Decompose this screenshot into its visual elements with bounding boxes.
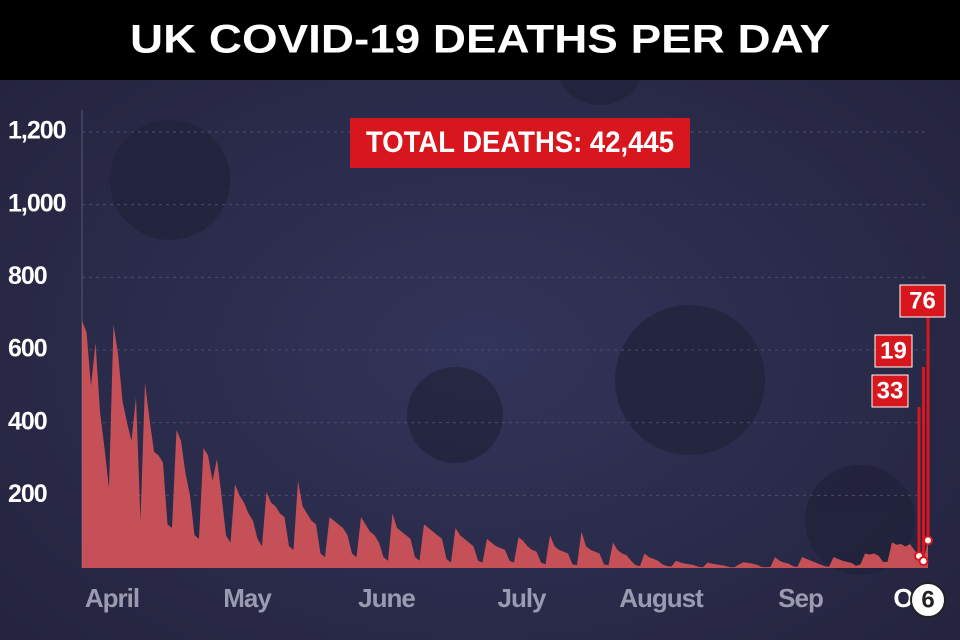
x-tick-label: July: [497, 583, 547, 613]
x-tick-label: Sep: [778, 583, 823, 613]
value-label: 76: [909, 287, 936, 314]
area: [82, 320, 928, 568]
callout-box: [874, 334, 913, 368]
x-tick-label: 6: [921, 586, 934, 613]
point: [923, 535, 933, 546]
chart-title: UK COVID-19 DEATHS PER DAY: [130, 18, 830, 62]
virus-decoration: [110, 15, 915, 575]
x-tick-label: April: [85, 583, 139, 613]
x-tick-label: June: [358, 583, 415, 613]
total-deaths: TOTAL DEATHS: 42,445: [366, 126, 674, 159]
x-tick-label: August: [619, 583, 704, 613]
y-tick-label: 200: [8, 480, 47, 508]
value-label: 33: [877, 377, 904, 404]
point: [918, 556, 929, 567]
y-tick-label: 1,000: [8, 189, 66, 217]
x-tick-label: May: [223, 583, 272, 613]
y-tick-label: 400: [8, 407, 47, 435]
annotation-box: [350, 118, 690, 168]
callout-box: [871, 374, 909, 408]
title-bar: [0, 0, 960, 80]
y-tick-label: 800: [8, 262, 47, 290]
value-label: 19: [880, 337, 907, 364]
y-tick-label: 1,200: [8, 117, 66, 145]
date-badge: [910, 582, 946, 618]
callout-box: [899, 284, 946, 318]
y-tick-label: 600: [8, 335, 47, 363]
